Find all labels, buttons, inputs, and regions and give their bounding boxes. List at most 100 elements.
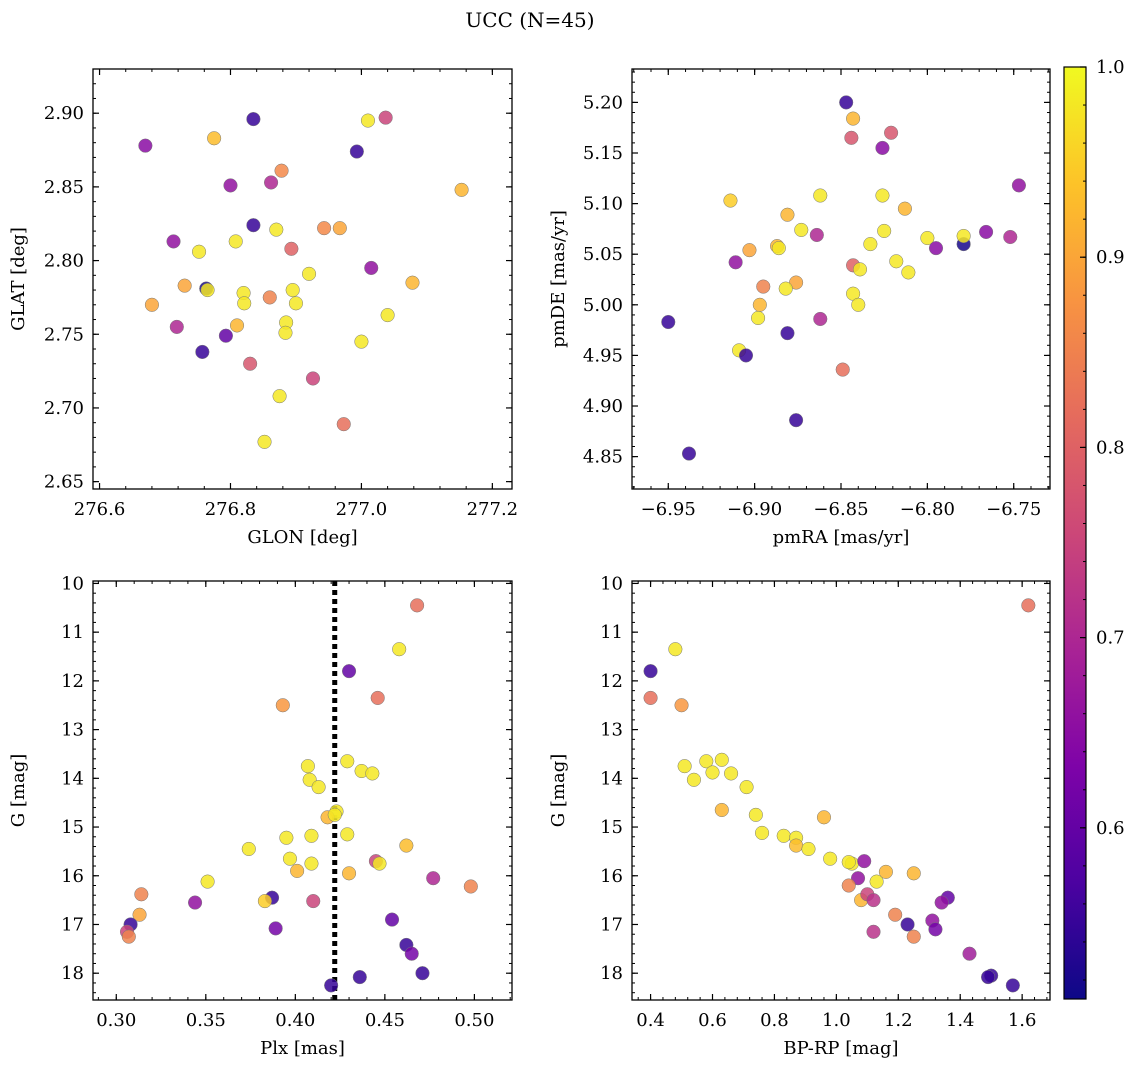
data-point xyxy=(384,912,400,927)
data-point xyxy=(839,95,854,110)
axes-frame xyxy=(92,68,513,490)
scatter-panel-4: 0.4 0.6 0.8 1.0 1.2 1.4 1.6 10 11 12 13 14 15 16 17 18 B… xyxy=(548,573,1051,1059)
data-point xyxy=(243,356,258,371)
data-point xyxy=(257,894,272,909)
data-point xyxy=(723,193,738,208)
data-point xyxy=(751,310,766,326)
data-point xyxy=(857,854,872,869)
data-point xyxy=(285,283,300,298)
x-tick-label: 276.6 xyxy=(74,499,126,520)
data-point xyxy=(415,966,430,981)
y-tick-label: 2.65 xyxy=(44,472,84,493)
data-point xyxy=(884,125,899,140)
y-axis-label: pmDE [mas/yr] xyxy=(548,210,569,348)
colorbar-tick-label: 0.6 xyxy=(1096,818,1125,839)
data-point xyxy=(284,241,299,256)
data-point xyxy=(928,922,943,937)
data-point xyxy=(979,224,994,239)
data-point xyxy=(866,893,881,908)
data-point xyxy=(844,130,859,145)
x-tick-label: 277.0 xyxy=(336,499,388,520)
data-point xyxy=(134,887,149,902)
data-point xyxy=(365,766,380,781)
x-axis-label: Plx [mas] xyxy=(260,1038,345,1059)
data-point xyxy=(317,221,332,236)
data-point xyxy=(906,929,921,944)
data-point xyxy=(754,825,770,840)
data-point xyxy=(748,807,763,822)
colorbar-tick-label: 0.9 xyxy=(1096,247,1125,268)
data-point xyxy=(714,752,729,767)
data-point xyxy=(223,178,238,193)
data-point xyxy=(311,780,326,795)
data-point xyxy=(875,140,890,155)
data-point xyxy=(816,810,832,825)
data-point xyxy=(132,907,147,922)
data-point xyxy=(354,334,369,349)
y-tick-label: 10 xyxy=(61,573,84,594)
scatter-points xyxy=(119,581,478,1000)
data-point xyxy=(336,417,351,432)
data-point xyxy=(426,871,441,886)
y-tick-label: 11 xyxy=(61,622,84,643)
data-point xyxy=(699,754,714,769)
x-tick-label: 0.50 xyxy=(454,1010,494,1031)
data-point xyxy=(728,255,743,270)
data-point xyxy=(900,917,915,932)
data-point xyxy=(920,230,935,246)
data-point xyxy=(889,254,904,269)
data-point xyxy=(681,446,697,461)
data-point xyxy=(780,326,795,341)
data-point xyxy=(138,138,153,153)
y-tick-label: 2.85 xyxy=(44,177,84,198)
data-point xyxy=(268,921,283,936)
data-point xyxy=(352,970,367,985)
y-tick-label: 18 xyxy=(600,963,623,984)
data-point xyxy=(846,111,861,126)
data-point xyxy=(144,297,159,312)
x-tick-label: 0.8 xyxy=(760,1010,789,1031)
data-point xyxy=(906,866,921,881)
data-point xyxy=(262,290,277,305)
data-point xyxy=(269,222,284,237)
data-point xyxy=(305,371,321,386)
x-axis-label: pmRA [mas/yr] xyxy=(773,527,910,548)
data-point xyxy=(279,830,294,845)
data-point xyxy=(835,362,850,377)
data-point xyxy=(928,241,944,256)
data-point xyxy=(304,828,319,843)
data-point xyxy=(1003,229,1018,245)
y-tick-label: 5.20 xyxy=(583,92,623,113)
data-point xyxy=(841,878,856,893)
data-point xyxy=(794,222,809,237)
y-tick-label: 5.00 xyxy=(583,295,623,316)
data-point xyxy=(188,895,203,910)
data-point xyxy=(897,201,912,216)
data-point xyxy=(1005,978,1020,993)
data-point xyxy=(304,856,319,871)
x-tick-label: 0.40 xyxy=(275,1010,315,1031)
data-point xyxy=(739,780,754,795)
data-point xyxy=(360,113,376,128)
data-point xyxy=(813,311,828,327)
y-tick-label: 16 xyxy=(61,866,84,887)
data-point xyxy=(380,308,395,323)
y-tick-label: 14 xyxy=(600,768,623,789)
x-tick-label: −6.90 xyxy=(727,499,782,520)
y-tick-label: 18 xyxy=(61,963,84,984)
colorbar-gradient xyxy=(1064,67,1086,999)
data-point xyxy=(207,131,222,146)
data-point xyxy=(275,698,290,713)
y-tick-label: 12 xyxy=(600,671,623,692)
data-point xyxy=(399,838,414,853)
data-point xyxy=(282,851,298,866)
data-point xyxy=(274,163,289,178)
figure-title: UCC (N=45) xyxy=(465,8,594,32)
data-point xyxy=(218,328,233,343)
y-tick-label: 17 xyxy=(61,914,84,935)
y-tick-label: 10 xyxy=(600,573,623,594)
data-point xyxy=(677,759,692,774)
y-tick-label: 4.90 xyxy=(583,396,623,417)
axes-frame xyxy=(631,68,1051,490)
data-point xyxy=(705,765,720,780)
